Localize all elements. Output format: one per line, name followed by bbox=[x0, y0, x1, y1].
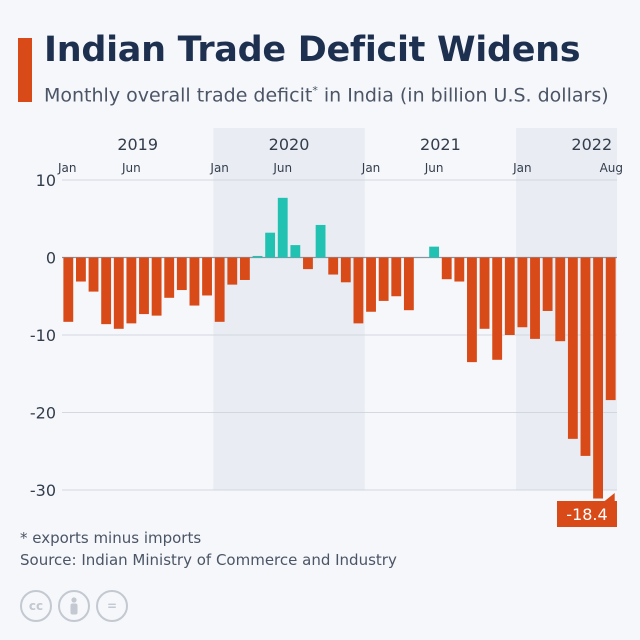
bar-feb-2020 bbox=[227, 257, 238, 285]
bar-dec-2019 bbox=[202, 257, 212, 296]
year-label: 2019 bbox=[117, 135, 158, 154]
bar-jun-2020 bbox=[277, 197, 288, 258]
subtitle-tail: in India (in billion U.S. dollars) bbox=[317, 84, 609, 107]
month-tick-label: Jun bbox=[121, 161, 141, 175]
y-tick-label: -30 bbox=[30, 481, 56, 500]
licence-icons: cc = bbox=[20, 590, 128, 622]
bar-mar-2021 bbox=[391, 257, 402, 297]
bar-oct-2021 bbox=[479, 257, 490, 329]
month-tick-label: Jun bbox=[424, 161, 444, 175]
bar-mar-2019 bbox=[88, 257, 99, 292]
bar-aug-2020 bbox=[303, 257, 313, 270]
bar-feb-2021 bbox=[378, 257, 389, 301]
year-label: 2021 bbox=[420, 135, 461, 154]
bar-jul-2022 bbox=[593, 257, 603, 499]
footnote: * exports minus imports bbox=[20, 529, 202, 547]
bar-nov-2021 bbox=[492, 257, 503, 360]
bar-sep-2019 bbox=[164, 257, 175, 298]
bar-jun-2019 bbox=[126, 257, 137, 324]
bar-may-2020 bbox=[265, 232, 276, 258]
bar-dec-2021 bbox=[504, 257, 515, 335]
bar-may-2019 bbox=[113, 257, 124, 329]
month-tick-label: Jan bbox=[512, 161, 532, 175]
subtitle-footnote-mark: * bbox=[312, 84, 318, 97]
bar-dec-2020 bbox=[353, 257, 364, 324]
page-subtitle: Monthly overall trade deficit* in India … bbox=[44, 84, 609, 106]
y-tick-label: -20 bbox=[30, 404, 56, 423]
bar-apr-2020 bbox=[252, 255, 263, 258]
bar-jul-2021 bbox=[441, 257, 452, 280]
bar-feb-2019 bbox=[76, 257, 86, 282]
title-accent-bar bbox=[18, 38, 32, 102]
bar-oct-2019 bbox=[176, 257, 187, 291]
bar-jan-2021 bbox=[366, 257, 376, 312]
bar-jan-2020 bbox=[214, 257, 225, 322]
bar-mar-2022 bbox=[542, 257, 553, 311]
bar-jul-2020 bbox=[290, 245, 301, 258]
bar-jan-2019 bbox=[63, 257, 74, 322]
y-tick-label: 0 bbox=[46, 249, 56, 268]
y-tick-label: -10 bbox=[30, 326, 56, 345]
person-glyph bbox=[70, 597, 78, 615]
year-label: 2020 bbox=[269, 135, 310, 154]
bar-jan-2022 bbox=[517, 257, 528, 328]
page-title: Indian Trade Deficit Widens bbox=[44, 30, 581, 70]
bar-aug-2022 bbox=[605, 257, 616, 401]
bar-oct-2020 bbox=[328, 257, 339, 275]
month-tick-label: Jan bbox=[57, 161, 77, 175]
cc-icon[interactable]: cc bbox=[20, 590, 52, 622]
bar-sep-2021 bbox=[467, 257, 477, 363]
bar-may-2022 bbox=[567, 257, 578, 439]
equals-icon[interactable]: = bbox=[96, 590, 128, 622]
callout-label: -18.4 bbox=[566, 505, 607, 524]
subtitle-text: Monthly overall trade deficit bbox=[44, 84, 313, 107]
month-tick-label: Jan bbox=[361, 161, 381, 175]
bar-aug-2021 bbox=[454, 257, 465, 282]
bar-apr-2021 bbox=[403, 257, 414, 311]
bar-apr-2019 bbox=[101, 257, 112, 325]
bar-nov-2019 bbox=[189, 257, 200, 306]
bar-mar-2020 bbox=[239, 257, 250, 280]
month-tick-label: Jan bbox=[209, 161, 229, 175]
callout-pointer bbox=[604, 493, 615, 501]
callout-box bbox=[557, 501, 617, 527]
bar-apr-2022 bbox=[555, 257, 566, 342]
person-icon[interactable] bbox=[58, 590, 90, 622]
bar-aug-2019 bbox=[151, 257, 162, 316]
bar-jul-2019 bbox=[139, 257, 149, 315]
year-label: 2022 bbox=[571, 135, 612, 154]
bar-nov-2020 bbox=[340, 257, 351, 283]
source-note: Source: Indian Ministry of Commerce and … bbox=[20, 551, 397, 569]
year-band-2020 bbox=[213, 128, 365, 490]
month-tick-label: Aug bbox=[600, 161, 623, 175]
bar-feb-2022 bbox=[530, 257, 540, 339]
month-tick-label: Jun bbox=[272, 161, 292, 175]
y-tick-label: 10 bbox=[36, 171, 56, 190]
bar-sep-2020 bbox=[315, 224, 326, 258]
bar-jun-2022 bbox=[580, 257, 591, 456]
bar-jun-2021 bbox=[429, 246, 440, 258]
